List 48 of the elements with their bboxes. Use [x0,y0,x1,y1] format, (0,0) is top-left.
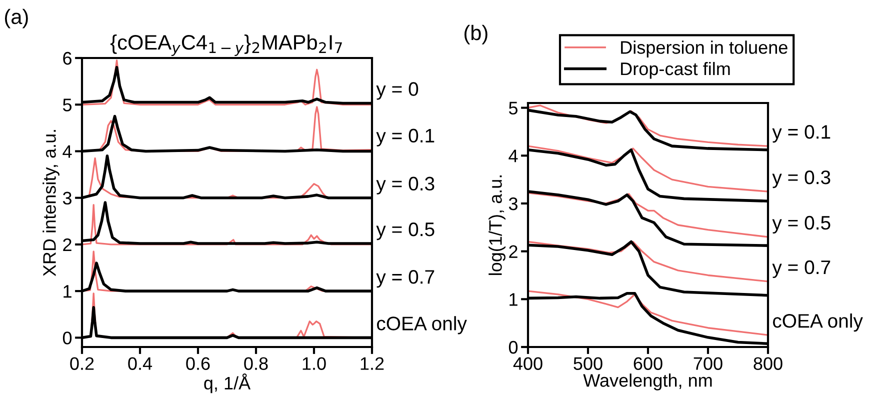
chart-title: {cOEA$_{y}$C4$_{1−y}$}$_{2}$MAPb$_{2}$I$_{7}$ [110,34,342,56]
text: y = 0.3 [772,170,830,188]
text: y = 0.7 [772,260,830,278]
x-tick-label: 0.8 [244,357,268,370]
text: y = 0.1 [376,128,434,146]
line-series [528,240,768,282]
y-axis-title: log(1/T), a.u. [488,175,506,275]
y-axis-title: XRD intensity, a.u. [42,130,60,276]
x-tick-label: 800 [754,357,782,370]
text: (a) [4,8,28,28]
y-tick-label: 6 [63,52,72,65]
y-tick-label: 1 [510,293,518,306]
x-tick-label: 500 [574,357,602,370]
x-tick-label: 0.4 [128,357,152,370]
y-tick-label: 2 [509,245,518,258]
y-tick-label: 5 [508,102,518,115]
line-series [528,192,768,238]
line-series [528,145,768,192]
x-tick-label: 1.2 [360,357,384,370]
text: y = 0.7 [376,270,434,288]
legend-label: Dispersion in toluene [621,40,788,58]
text: y = 0 [376,82,418,100]
x-tick-label: 700 [694,357,722,370]
y-tick-label: 4 [62,145,72,158]
text: y = 0.3 [376,176,434,194]
x-tick-label: 0.2 [70,357,94,370]
y-tick-label: 0 [62,332,72,344]
line-series [528,290,768,336]
legend-label: Drop-cast film [621,62,730,79]
y-tick-label: 5 [62,98,72,112]
text: (b) [464,24,488,44]
y-tick-label: 2 [63,238,72,251]
x-tick-label: 0.6 [186,357,210,370]
y-tick-label: 3 [62,192,72,205]
y-tick-label: 4 [508,150,518,162]
text: y = 0.1 [772,125,830,143]
x-tick-label: 600 [634,357,662,370]
y-tick-label: 0 [508,340,518,354]
text: y = 0.5 [772,216,830,234]
x-axis-title: Wavelength, nm [583,374,712,390]
x-tick-label: 400 [513,357,542,370]
text: cOEA only [376,316,467,334]
y-tick-label: 1 [64,285,72,298]
x-tick-label: 1.0 [302,357,326,370]
text: y = 0.5 [376,222,434,240]
x-axis-title: q, 1/Å [204,374,251,394]
y-tick-label: 3 [508,197,518,210]
text: cOEA only [772,313,863,332]
